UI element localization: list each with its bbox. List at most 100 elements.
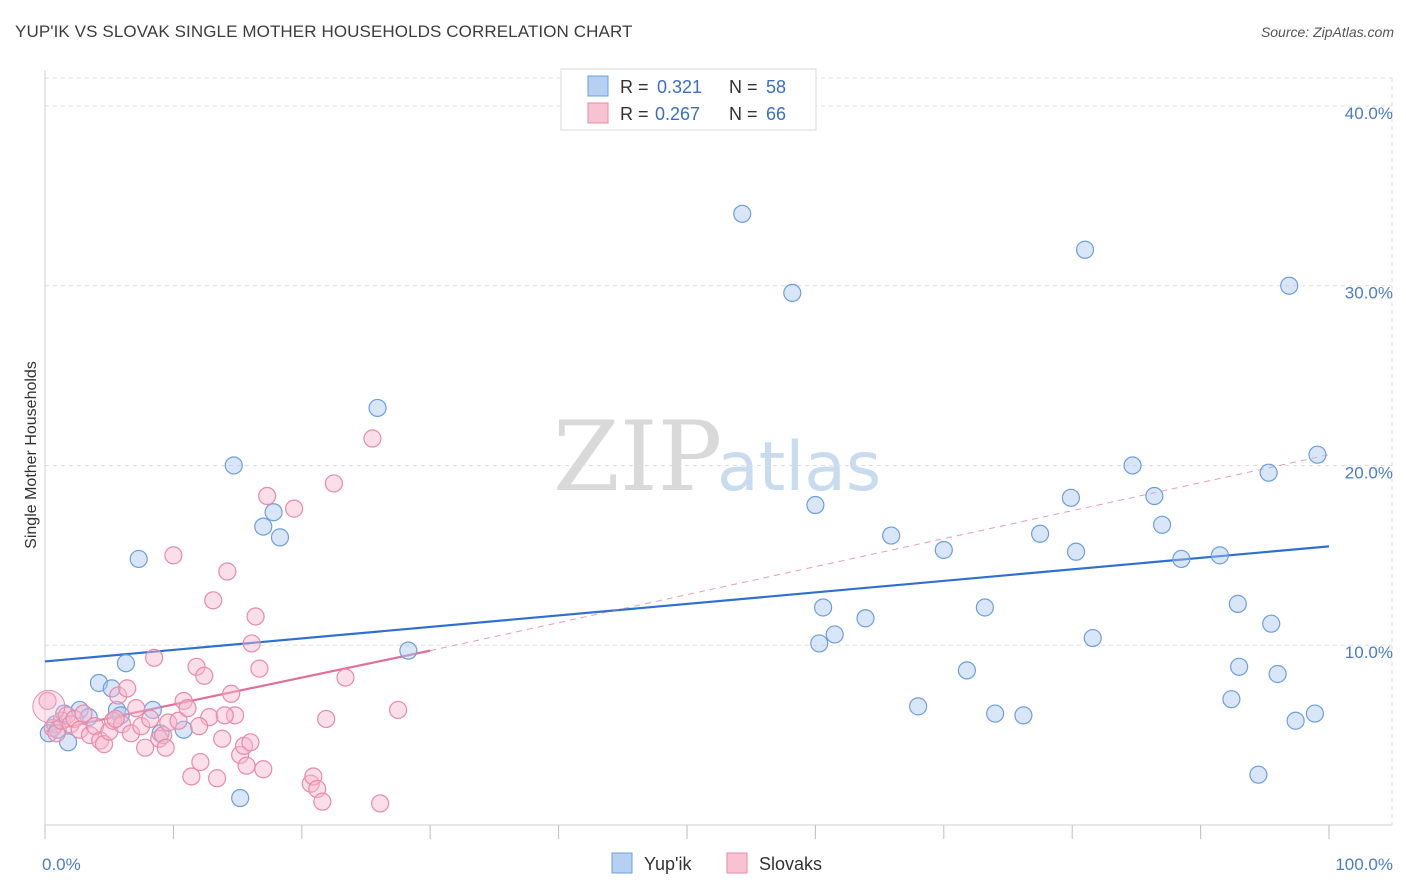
point-yupik: [1061, 488, 1081, 507]
y-tick-label: 10.0%: [1345, 643, 1393, 662]
point-slovaks: [121, 724, 141, 743]
point-slovaks: [284, 499, 304, 518]
legend-n-value-yupik: 58: [766, 77, 786, 97]
legend-n-value-slovaks: 66: [766, 104, 786, 124]
point-slovaks: [389, 700, 408, 720]
point-yupik: [270, 528, 290, 547]
watermark-zip: ZIP: [553, 401, 722, 513]
point-slovaks: [336, 668, 355, 687]
bottom-legend-label-slovaks: Slovaks: [759, 854, 822, 874]
y-tick-label: 20.0%: [1345, 463, 1393, 482]
point-yupik: [986, 704, 1005, 723]
point-yupik: [368, 398, 387, 418]
point-yupik: [1075, 240, 1095, 259]
point-yupik: [957, 661, 977, 680]
point-slovaks: [242, 634, 261, 653]
legend-r-label-yupik: R =: [620, 77, 649, 97]
point-yupik: [814, 598, 833, 617]
point-slovaks: [246, 607, 265, 626]
legend: R = 0.321 N = 58 R = 0.267 N = 66: [560, 68, 817, 131]
point-yupik: [1268, 664, 1287, 684]
point-slovaks: [85, 717, 105, 736]
point-yupik: [810, 634, 829, 653]
point-slovaks: [189, 717, 209, 736]
point-slovaks: [363, 429, 382, 448]
point-slovaks: [213, 729, 232, 748]
point-slovaks: [237, 756, 256, 775]
point-slovaks: [222, 684, 241, 703]
y-axis-label: Single Mother Households: [23, 361, 40, 549]
trend-lines: [44, 454, 1330, 733]
legend-n-label-slovaks: N =: [729, 104, 758, 124]
point-yupik: [1222, 690, 1241, 709]
point-yupik: [733, 204, 752, 223]
point-yupik: [116, 654, 135, 673]
watermark-atlas: atlas: [717, 428, 881, 507]
legend-r-value-yupik: 0.321: [657, 77, 702, 97]
source-credit: Source: ZipAtlas.com: [1260, 24, 1394, 40]
point-yupik: [1145, 486, 1164, 506]
axes: 10.0% 20.0% 30.0% 40.0% 0.0% 100.0%: [42, 70, 1393, 874]
point-yupik: [264, 503, 283, 522]
point-slovaks: [200, 708, 219, 727]
point-slovaks: [218, 562, 237, 581]
point-yupik: [1030, 524, 1050, 543]
point-slovaks: [254, 760, 273, 779]
x-tick-label: 0.0%: [42, 855, 81, 874]
point-yupik: [1172, 549, 1191, 569]
point-slovaks: [178, 699, 197, 718]
point-yupik: [934, 540, 953, 560]
point-yupik: [1262, 614, 1281, 633]
point-slovaks: [231, 745, 250, 764]
bottom-legend-swatch-slovaks: [726, 852, 748, 874]
point-slovaks: [313, 792, 332, 811]
point-yupik: [806, 495, 825, 515]
point-slovaks: [317, 709, 336, 729]
point-yupik: [1152, 515, 1172, 534]
point-slovaks: [65, 709, 84, 729]
point-yupik: [1249, 765, 1268, 784]
point-yupik: [1230, 657, 1249, 676]
point-yupik: [231, 788, 250, 808]
point-slovaks: [182, 767, 201, 786]
point-slovaks: [38, 691, 57, 711]
y-tick-label: 30.0%: [1345, 284, 1393, 303]
point-yupik: [1280, 276, 1299, 295]
bottom-legend-swatch-yupik: [611, 852, 633, 874]
point-yupik: [909, 697, 928, 716]
point-slovaks: [225, 706, 245, 725]
point-yupik: [783, 283, 802, 303]
point-slovaks: [324, 474, 343, 493]
point-yupik: [825, 625, 844, 644]
point-cluster-slovaks: [32, 689, 66, 723]
legend-r-value-slovaks: 0.267: [655, 104, 700, 124]
point-slovaks: [195, 666, 214, 685]
y-tick-label: 40.0%: [1345, 104, 1393, 123]
point-slovaks: [141, 709, 160, 729]
point-slovaks: [106, 709, 125, 729]
bottom-legend: Yup'ik Slovaks: [611, 852, 822, 874]
point-slovaks: [136, 738, 155, 757]
point-slovaks: [118, 679, 137, 698]
point-yupik: [1286, 711, 1305, 730]
point-yupik: [102, 679, 121, 698]
point-yupik: [129, 549, 148, 569]
point-yupik: [882, 526, 901, 545]
point-slovaks: [80, 726, 100, 745]
point-yupik: [1083, 628, 1102, 648]
point-slovaks: [191, 752, 210, 772]
data-points: [32, 204, 1327, 813]
bottom-legend-label-yupik: Yup'ik: [644, 854, 692, 874]
trend-line-slovaks: [44, 649, 431, 733]
point-slovaks: [204, 591, 223, 610]
point-yupik: [224, 456, 243, 475]
point-slovaks: [258, 486, 277, 506]
x-tick-label: 100.0%: [1335, 855, 1393, 874]
chart-title: YUP'IK VS SLOVAK SINGLE MOTHER HOUSEHOLD…: [15, 22, 633, 41]
point-yupik: [1259, 463, 1278, 482]
legend-r-label-slovaks: R =: [620, 104, 649, 124]
point-slovaks: [207, 769, 227, 788]
point-yupik: [1210, 546, 1229, 565]
point-yupik: [975, 598, 994, 617]
